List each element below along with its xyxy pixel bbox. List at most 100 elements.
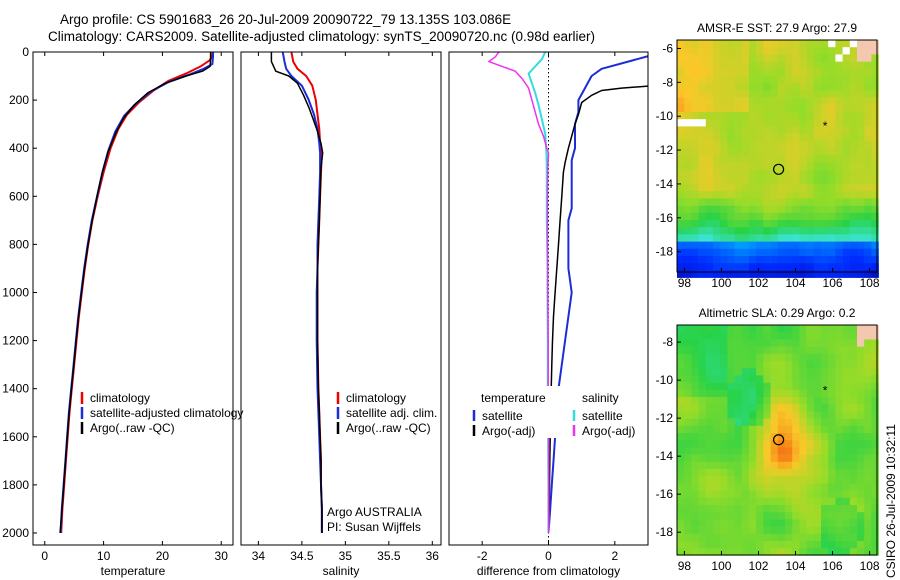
map-cell: [806, 256, 815, 264]
map-cell: [705, 461, 714, 470]
map-cell: [705, 353, 714, 362]
map-cell: [806, 397, 815, 405]
map-cell: [698, 512, 707, 520]
map-cell: [705, 512, 714, 520]
map-cell: [813, 40, 822, 48]
map-cell: [785, 227, 793, 235]
map-cell: [828, 263, 836, 271]
map-cell: [749, 162, 757, 170]
x-tick-label: 98: [678, 276, 692, 290]
map-cell: [799, 155, 807, 163]
map-cell: [813, 263, 822, 271]
map-cell: [849, 176, 858, 185]
map-cell: [741, 112, 750, 120]
map-cell: [821, 212, 829, 221]
map-cell: [705, 112, 714, 120]
map-cell: [849, 368, 858, 376]
map-cell: [849, 447, 858, 455]
map-cell: [749, 256, 757, 264]
map-cell: [821, 454, 829, 463]
map-cell: [871, 519, 879, 527]
map-cell: [734, 469, 743, 477]
map-cell: [734, 220, 743, 228]
map-cell: [705, 126, 714, 134]
map-cell: [806, 512, 815, 520]
map-cell: [821, 248, 829, 257]
map-cell: [756, 270, 764, 278]
map-cell: [684, 191, 692, 199]
map-cell: [813, 126, 822, 134]
map-cell: [720, 425, 728, 434]
map-cell: [835, 519, 843, 527]
map-cell: [749, 505, 757, 513]
map-cell: [842, 519, 851, 527]
map-cell: [813, 447, 822, 455]
map-cell: [806, 418, 815, 427]
map-cell: [813, 519, 822, 527]
map-cell: [691, 169, 699, 178]
map-cell: [727, 346, 735, 355]
map-cell: [770, 220, 779, 228]
map-cell: [849, 205, 858, 214]
map-cell: [734, 526, 743, 535]
map-cell: [684, 483, 692, 491]
map-cell: [785, 184, 793, 192]
map-cell: [720, 76, 728, 84]
map-cell: [741, 54, 750, 62]
map-cell: [871, 469, 879, 477]
map-cell: [821, 397, 829, 405]
map-cell: [684, 133, 692, 142]
map-cell: [705, 40, 714, 48]
map-cell: [835, 548, 843, 556]
map-cell: [842, 411, 851, 419]
map-cell: [857, 397, 865, 405]
x-tick-label: -2: [477, 549, 488, 563]
map-cell: [792, 227, 800, 235]
map-cell: [821, 361, 829, 369]
map-cell: [741, 234, 750, 242]
map-cell: [756, 119, 764, 127]
map-cell: [727, 227, 735, 235]
map-cell: [705, 263, 714, 271]
map-cell: [842, 389, 851, 398]
map-cell: [684, 476, 692, 484]
map-cell: [857, 220, 865, 228]
map-cell: [813, 162, 822, 170]
map-cell: [713, 83, 721, 91]
map-cell: [849, 519, 858, 527]
map-cell: [741, 162, 750, 170]
map-cell: [821, 541, 829, 549]
map-cell: [777, 76, 786, 84]
map-cell: [691, 83, 699, 91]
map-cell: [864, 469, 872, 477]
map-cell: [698, 54, 707, 62]
map-cell: [857, 505, 865, 513]
map-cell: [813, 476, 822, 484]
map-cell: [864, 169, 872, 178]
map-cell: [785, 497, 793, 506]
map-cell: [749, 411, 757, 419]
map-cell: [727, 198, 735, 206]
map-cell: [720, 541, 728, 549]
map-cell: [842, 332, 851, 340]
map-cell: [749, 526, 757, 535]
map-cell: [871, 548, 879, 556]
y-tick-label: -10: [656, 373, 674, 387]
map-cell: [785, 433, 793, 441]
map-cell: [705, 119, 714, 127]
map-cell: [821, 404, 829, 412]
map-cell: [864, 411, 872, 419]
map-cell: [749, 375, 757, 383]
map-cell: [691, 397, 699, 405]
map-cell: [727, 61, 735, 70]
map-cell: [720, 184, 728, 192]
map-cell: [763, 97, 771, 106]
map-cell: [842, 339, 851, 347]
map-cell: [713, 505, 721, 513]
map-cell: [828, 375, 836, 383]
map-cell: [792, 512, 800, 520]
map-cell: [763, 47, 771, 55]
map-cell: [785, 469, 793, 477]
map-cell: [770, 368, 779, 376]
map-cell: [720, 346, 728, 355]
